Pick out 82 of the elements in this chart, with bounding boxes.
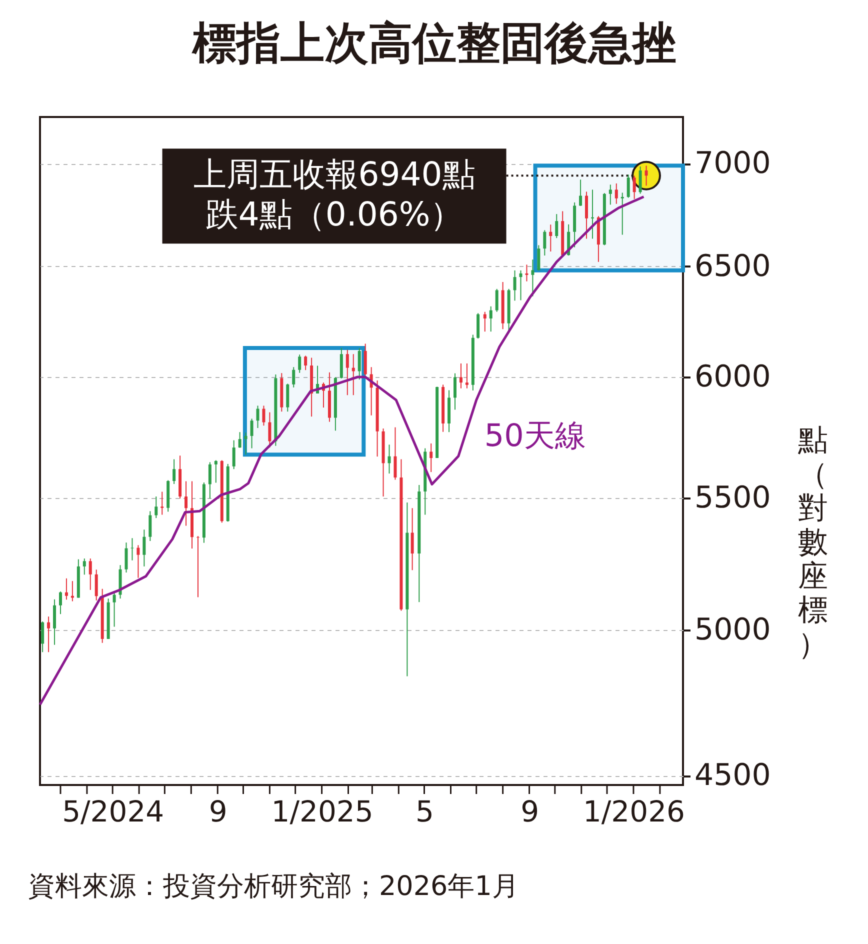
candlestick bbox=[244, 432, 248, 456]
x-tick-label: 9 bbox=[520, 794, 540, 828]
candlestick bbox=[483, 311, 486, 332]
candlestick bbox=[148, 510, 152, 542]
x-tick-label: 5 bbox=[416, 794, 434, 828]
x-tick-label: 5/2024 bbox=[62, 794, 164, 828]
candlestick bbox=[41, 621, 44, 653]
series-label: 50天線 bbox=[484, 418, 586, 454]
x-tick-label: 1/2025 bbox=[271, 794, 374, 828]
candlestick bbox=[58, 591, 62, 615]
candlestick bbox=[608, 184, 612, 206]
candlestick bbox=[525, 264, 528, 282]
candlestick bbox=[346, 349, 349, 396]
annotation: 上周五收報6940點跌4點（0.06%） bbox=[193, 154, 476, 234]
candlestick bbox=[579, 179, 582, 206]
candlestick bbox=[358, 348, 361, 380]
candlestick bbox=[430, 442, 433, 473]
candlestick bbox=[94, 569, 98, 601]
line-series bbox=[38, 195, 645, 706]
candlestick bbox=[136, 544, 140, 578]
y-tick-label: 6500 bbox=[694, 248, 771, 284]
candlestick bbox=[555, 214, 558, 239]
candlestick bbox=[214, 460, 218, 484]
candlestick bbox=[130, 538, 134, 561]
candlestick bbox=[232, 440, 236, 470]
candlestick bbox=[47, 616, 50, 653]
candlestick bbox=[160, 491, 164, 516]
y-tick-label: 5000 bbox=[694, 612, 771, 648]
candlestick bbox=[519, 270, 522, 301]
candlestick bbox=[124, 542, 128, 574]
y-axis-title: 點（對數座標） bbox=[797, 423, 828, 662]
x-tick-label: 9 bbox=[208, 794, 228, 828]
candlestick bbox=[459, 362, 462, 389]
y-tick-label: 7000 bbox=[694, 146, 771, 182]
candlestick bbox=[543, 230, 546, 256]
source-note: 資料來源：投資分析研究部；2026年1月 bbox=[28, 871, 519, 902]
candlestick bbox=[340, 347, 343, 379]
candlestick bbox=[256, 405, 260, 429]
y-tick-label: 5500 bbox=[694, 480, 771, 516]
candlestick bbox=[388, 444, 391, 474]
candlestick bbox=[590, 189, 594, 240]
candlestick bbox=[196, 536, 200, 598]
candlestick bbox=[644, 165, 648, 186]
candlestick bbox=[410, 508, 414, 571]
chart-title: 標指上次高位整固後急挫 bbox=[192, 18, 676, 69]
candlestick bbox=[489, 306, 492, 332]
candlestick bbox=[454, 372, 457, 410]
candlestick bbox=[549, 224, 552, 252]
candlestick bbox=[537, 244, 540, 271]
candlestick bbox=[298, 354, 302, 374]
candlestick bbox=[238, 432, 242, 448]
candlestick bbox=[208, 462, 212, 500]
candlestick bbox=[465, 362, 468, 389]
candlestick bbox=[172, 458, 176, 484]
candlestick bbox=[638, 166, 642, 194]
candlestick bbox=[632, 175, 636, 200]
candlestick bbox=[585, 191, 588, 240]
candlestick bbox=[394, 426, 397, 480]
y-tick-label: 6000 bbox=[694, 360, 771, 395]
x-tick-label: 1/2026 bbox=[582, 794, 685, 828]
y-tick-label: 4500 bbox=[694, 758, 771, 794]
candlestick bbox=[531, 259, 534, 297]
candlestick bbox=[262, 405, 266, 426]
candlestick bbox=[513, 270, 516, 302]
candlestick bbox=[614, 182, 618, 204]
candlestick bbox=[495, 288, 498, 312]
candlestick bbox=[286, 383, 290, 412]
candlestick bbox=[112, 591, 116, 628]
candlestick bbox=[142, 529, 146, 567]
candlestick bbox=[88, 558, 92, 590]
candlestick bbox=[626, 174, 630, 198]
candlestick bbox=[620, 192, 624, 236]
candlestick bbox=[304, 355, 308, 371]
candlestick bbox=[53, 598, 56, 646]
candlestick bbox=[184, 480, 188, 526]
candlestick bbox=[364, 343, 367, 376]
candlestick bbox=[154, 496, 158, 519]
candlestick bbox=[82, 558, 86, 576]
candlestick bbox=[292, 366, 296, 388]
candlestick bbox=[250, 418, 254, 449]
candlestick bbox=[64, 578, 68, 600]
candlestick bbox=[476, 312, 480, 340]
